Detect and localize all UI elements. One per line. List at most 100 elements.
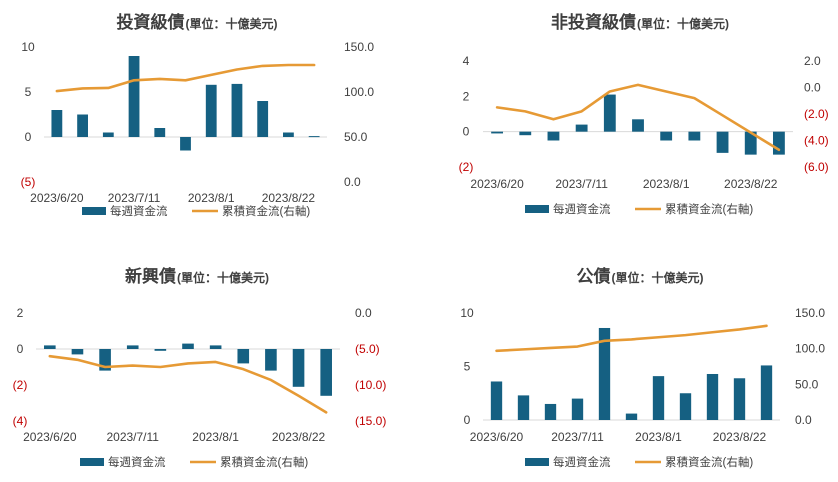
weekly-flow-bar <box>716 131 729 153</box>
weekly-flow-bar <box>205 84 217 137</box>
legend-bar-swatch <box>82 207 106 215</box>
chart-panel-4: 公債(單位：十億美元) 10 5 0 150.0 100.0 50.0 0.0 2023/6/2… <box>460 266 825 469</box>
chart-title: 投資級債(單位：十億美元) <box>117 12 278 32</box>
weekly-flow-bar <box>126 345 139 349</box>
weekly-flow-bar <box>180 137 191 151</box>
weekly-flow-bar <box>744 131 757 155</box>
chart-panel-1: 投資級債(單位：十億美元) 10 5 0 (5) 150.0 100.0 50.0 0.0 202… <box>21 12 375 218</box>
chart-title: 新興債(單位：十億美元) <box>125 266 269 286</box>
weekly-flow-bar <box>733 378 746 420</box>
right-axis-tick: 150.0 <box>795 306 825 320</box>
left-axis-tick: (4) <box>13 414 28 428</box>
right-axis-tick: (6.0) <box>804 160 829 174</box>
chart-title-main: 公債 <box>577 266 611 286</box>
weekly-flow-bar <box>237 349 250 364</box>
weekly-flow-bar <box>490 381 503 420</box>
weekly-flow-bar <box>632 119 644 132</box>
legend-bar-label: 每週資金流 <box>553 455 611 469</box>
chart-panel-2: 非投資級債(單位：十億美元) 4 2 0 (2) 2.0 0.0 (2.0) (4.0) (6.0… <box>459 12 829 216</box>
legend-bar-swatch <box>525 205 549 213</box>
left-axis-tick: (5) <box>21 175 36 189</box>
weekly-flow-bar <box>128 56 140 137</box>
right-axis-tick: (15.0) <box>355 414 386 428</box>
left-axis-tick: 10 <box>21 40 35 54</box>
weekly-flow-bar <box>292 349 305 387</box>
weekly-flow-bar <box>679 393 692 420</box>
legend-line-label: 累積資金流(右軸) <box>220 455 308 469</box>
weekly-flow-bar <box>308 136 320 138</box>
right-axis-tick: (10.0) <box>355 378 386 392</box>
cumulative-flow-line <box>495 324 768 353</box>
weekly-flow-bar <box>182 343 194 349</box>
right-axis-tick: (4.0) <box>804 134 829 148</box>
left-axis-tick: 0 <box>17 342 24 356</box>
weekly-flow-bar <box>575 124 588 132</box>
weekly-flow-bar <box>625 413 638 420</box>
right-axis-tick: 100.0 <box>344 85 374 99</box>
chart-title-unit: (單位：十億美元) <box>186 16 278 31</box>
legend-bar-swatch <box>80 458 104 466</box>
weekly-flow-bar <box>772 131 785 155</box>
x-axis-tick: 2023/8/1 <box>643 177 690 191</box>
right-axis-tick: 50.0 <box>795 377 819 391</box>
x-axis-tick: 2023/7/11 <box>106 430 159 444</box>
weekly-flow-bar <box>688 131 701 141</box>
chart-title: 公債(單位：十億美元) <box>577 266 704 286</box>
right-axis-tick: 50.0 <box>344 130 368 144</box>
chart-title-unit: (單位：十億美元) <box>637 16 729 31</box>
chart-title-main: 投資級債 <box>117 12 185 32</box>
cumulative-flow-line <box>48 354 328 414</box>
legend-line-label: 累積資金流(右軸) <box>665 202 753 216</box>
weekly-flow-bar <box>231 83 243 137</box>
weekly-flow-bar <box>209 345 222 349</box>
left-axis-tick: 10 <box>460 306 474 320</box>
right-axis-tick: (2.0) <box>804 107 829 121</box>
left-axis-tick: 2 <box>17 306 24 320</box>
weekly-flow-bar <box>51 110 63 137</box>
chart-legend: 每週資金流 累積資金流(右軸) <box>525 455 753 469</box>
weekly-flow-bar <box>519 131 532 136</box>
weekly-flow-bar <box>257 101 269 137</box>
weekly-flow-bar <box>99 349 111 371</box>
chart-title-unit: (單位：十億美元) <box>177 270 269 285</box>
weekly-flow-bar <box>598 327 611 420</box>
x-axis-tick: 2023/6/20 <box>30 191 84 205</box>
left-axis-tick: 4 <box>463 54 470 68</box>
weekly-flow-bar <box>265 349 277 371</box>
right-axis-tick: 2.0 <box>804 54 821 68</box>
x-axis-tick: 2023/8/22 <box>713 430 767 444</box>
right-axis-tick: 0.0 <box>795 413 812 427</box>
left-axis-tick: (2) <box>459 160 474 174</box>
weekly-flow-bar <box>706 373 719 420</box>
chart-title: 非投資級債(單位：十億美元) <box>551 12 729 32</box>
x-axis-tick: 2023/7/11 <box>551 430 604 444</box>
weekly-flow-bar <box>652 376 665 420</box>
x-axis-tick: 2023/7/11 <box>555 177 608 191</box>
chart-legend: 每週資金流 累積資金流(右軸) <box>82 204 310 218</box>
weekly-flow-bar <box>44 345 56 349</box>
left-axis-tick: (2) <box>13 378 28 392</box>
left-axis-tick: 0 <box>25 130 32 144</box>
right-axis-tick: 100.0 <box>795 342 825 356</box>
x-axis-tick: 2023/6/20 <box>470 177 524 191</box>
chart-panel-3: 新興債(單位：十億美元) 2 0 (2) (4) 0.0 (5.0) (10.0) (15.0)… <box>13 266 387 469</box>
weekly-flow-bar <box>603 94 616 132</box>
weekly-flow-bar <box>544 403 557 420</box>
x-axis-tick: 2023/8/1 <box>192 430 239 444</box>
x-axis-tick: 2023/8/22 <box>724 177 778 191</box>
right-axis-tick: 150.0 <box>344 40 374 54</box>
chart-legend: 每週資金流 累積資金流(右軸) <box>525 202 753 216</box>
x-axis-tick: 2023/8/22 <box>272 430 326 444</box>
x-axis-tick: 2023/8/1 <box>635 430 682 444</box>
weekly-flow-bar <box>547 131 560 141</box>
legend-bar-swatch <box>525 458 549 466</box>
left-axis-tick: 5 <box>464 360 471 374</box>
weekly-flow-bar <box>283 132 294 137</box>
weekly-flow-bar <box>760 365 773 420</box>
right-axis-tick: (5.0) <box>355 342 380 356</box>
weekly-flow-bar <box>517 395 530 420</box>
right-axis-tick: 0.0 <box>344 175 361 189</box>
x-axis-tick: 2023/7/11 <box>108 191 161 205</box>
x-axis-tick: 2023/8/1 <box>188 191 235 205</box>
